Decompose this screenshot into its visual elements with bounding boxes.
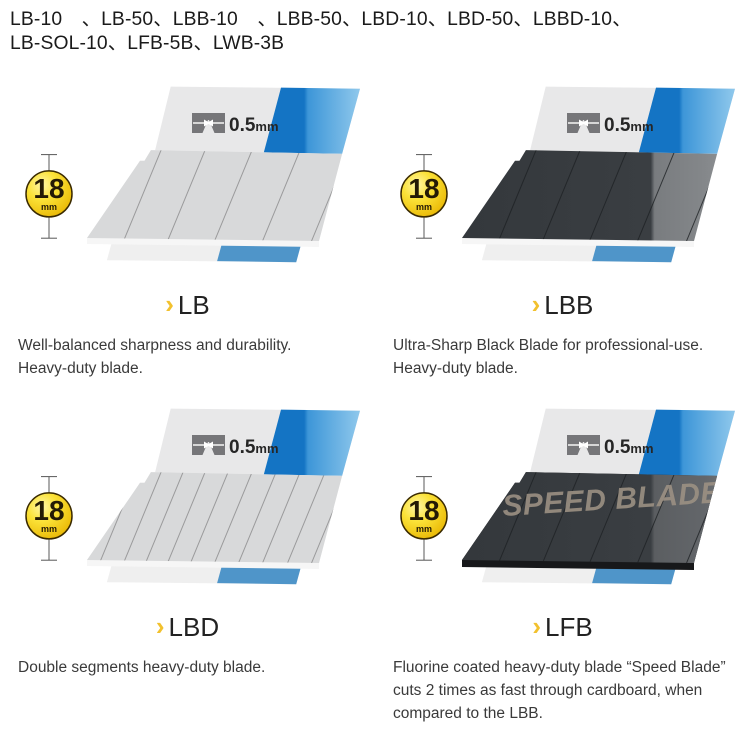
svg-text:18: 18 [33, 173, 64, 204]
svg-text:0.5mm: 0.5mm [229, 437, 279, 458]
svg-text:mm: mm [416, 202, 432, 212]
svg-text:0.5mm: 0.5mm [604, 115, 654, 136]
svg-text:18: 18 [33, 495, 64, 526]
svg-text:mm: mm [416, 524, 432, 534]
svg-text:18: 18 [408, 173, 439, 204]
svg-text:0.5mm: 0.5mm [229, 115, 279, 136]
svg-text:18: 18 [408, 495, 439, 526]
svg-text:0.5mm: 0.5mm [604, 437, 654, 458]
svg-text:mm: mm [41, 202, 57, 212]
svg-text:mm: mm [41, 524, 57, 534]
